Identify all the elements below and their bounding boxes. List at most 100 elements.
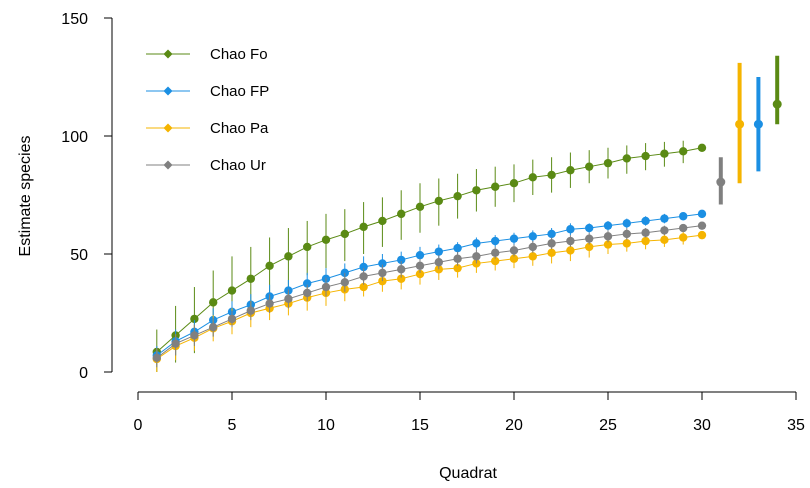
data-point <box>603 221 613 230</box>
data-point <box>641 151 650 161</box>
data-point <box>303 288 312 298</box>
legend: Chao Fo Chao FP Chao Pa Chao Ur <box>146 46 269 174</box>
plot-area <box>152 55 782 372</box>
data-point <box>359 222 368 232</box>
series-chao-fp <box>152 77 763 365</box>
data-point <box>509 254 519 263</box>
data-point <box>528 232 537 241</box>
data-point <box>359 282 368 292</box>
legend-item: Chao Pa <box>146 120 269 137</box>
data-point <box>246 306 255 315</box>
data-point <box>397 209 406 219</box>
series-chao-fo <box>152 55 782 372</box>
legend-label: Chao Pa <box>210 120 269 137</box>
data-point <box>265 261 274 270</box>
y-axis-ticks: 0 50 100 150 <box>61 11 112 382</box>
x-tick-label: 5 <box>228 417 237 434</box>
data-point <box>603 232 613 241</box>
final-estimate-point <box>753 119 763 129</box>
data-point <box>415 202 425 211</box>
data-point <box>209 322 218 332</box>
data-point <box>641 216 650 226</box>
x-tick-label: 25 <box>599 417 617 434</box>
data-point <box>547 229 556 239</box>
y-tick-label: 150 <box>61 11 88 28</box>
data-point <box>472 239 481 248</box>
data-point <box>434 258 443 267</box>
data-point <box>566 246 575 255</box>
x-axis-title: Quadrat <box>439 465 497 482</box>
data-point <box>585 234 594 243</box>
data-point <box>679 223 688 233</box>
data-point <box>190 331 199 340</box>
data-point <box>227 286 237 295</box>
final-estimate-point <box>772 99 782 109</box>
data-point <box>340 278 349 287</box>
series-line <box>156 225 703 359</box>
data-point <box>415 269 425 279</box>
data-point <box>434 196 443 206</box>
data-point <box>415 261 425 270</box>
data-point <box>359 272 368 281</box>
x-tick-label: 15 <box>411 417 429 434</box>
data-point <box>660 235 669 245</box>
legend-item: Chao FP <box>146 83 269 100</box>
data-point <box>340 229 349 239</box>
legend-marker <box>163 160 173 170</box>
data-point <box>190 314 199 324</box>
data-point <box>566 166 575 175</box>
data-point <box>171 339 180 348</box>
data-point <box>679 233 688 242</box>
data-point <box>453 263 462 273</box>
data-point <box>509 179 519 188</box>
data-point <box>321 282 331 292</box>
data-point <box>697 221 707 230</box>
data-point <box>359 262 368 272</box>
x-tick-label: 35 <box>787 417 805 434</box>
data-point <box>585 162 594 171</box>
data-point <box>622 154 631 163</box>
data-point <box>152 353 161 363</box>
data-point <box>265 299 274 308</box>
x-tick-label: 30 <box>693 417 711 434</box>
series-chao-pa <box>152 62 745 372</box>
data-point <box>491 182 500 191</box>
data-point <box>679 212 688 221</box>
data-point <box>697 143 707 152</box>
data-point <box>321 235 331 245</box>
data-point <box>434 247 443 256</box>
data-point <box>603 240 613 249</box>
data-point <box>303 242 312 252</box>
legend-marker <box>163 86 173 96</box>
data-point <box>284 294 293 304</box>
data-point <box>209 298 218 307</box>
data-point <box>641 228 650 237</box>
data-point <box>622 239 631 248</box>
data-point <box>491 248 500 258</box>
data-point <box>378 259 387 268</box>
data-point <box>491 256 500 266</box>
data-point <box>509 234 519 243</box>
data-point <box>227 314 237 324</box>
axes: 0 50 100 150 0 5 10 15 20 25 30 35 Quadrat Estimat… <box>17 11 805 482</box>
legend-marker <box>163 123 173 133</box>
data-point <box>397 255 406 265</box>
x-axis-ticks: 0 5 10 15 20 25 30 35 <box>134 392 805 434</box>
data-point <box>509 246 519 255</box>
data-point <box>246 274 255 283</box>
data-point <box>585 223 594 233</box>
data-point <box>491 236 500 246</box>
data-point <box>528 242 537 252</box>
data-point <box>697 209 707 219</box>
legend-item: Chao Fo <box>146 46 268 63</box>
data-point <box>547 239 556 248</box>
data-point <box>397 265 406 274</box>
data-point <box>660 226 669 235</box>
series-chao-ur <box>152 157 726 368</box>
data-point <box>603 158 613 168</box>
data-point <box>547 170 556 180</box>
legend-label: Chao FP <box>210 83 269 100</box>
data-point <box>453 191 462 201</box>
x-tick-label: 20 <box>505 417 523 434</box>
